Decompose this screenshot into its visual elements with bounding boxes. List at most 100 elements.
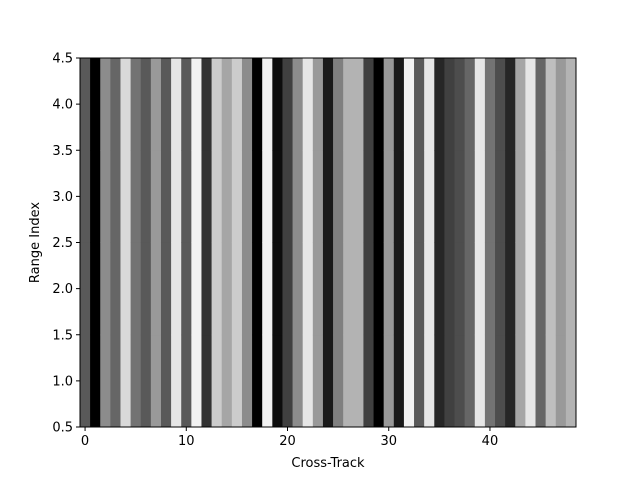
heatmap-cell [90, 242, 101, 336]
heatmap-cell [80, 334, 91, 428]
heatmap-cell [160, 334, 172, 428]
heatmap-cell [424, 242, 435, 336]
heatmap-cell [241, 150, 253, 243]
heatmap-cell [171, 334, 182, 428]
heatmap-cell [363, 242, 374, 336]
heatmap-cell [90, 150, 101, 243]
heatmap-cell [130, 242, 142, 336]
heatmap-cell [474, 150, 486, 243]
heatmap-cell [383, 150, 395, 243]
heatmap-cell [120, 58, 132, 151]
heatmap-cell [100, 334, 111, 428]
heatmap-cell [545, 334, 557, 428]
heatmap-cell [454, 334, 466, 428]
heatmap-cell [160, 150, 172, 243]
heatmap-cell [414, 58, 425, 151]
heatmap-cell [110, 242, 121, 336]
heatmap-cell [211, 58, 223, 151]
heatmap-cell [221, 334, 233, 428]
heatmap-cell [515, 150, 526, 243]
x-tick-label: 30 [380, 434, 397, 449]
heatmap-cell [150, 150, 162, 243]
y-tick-label: 0.5 [52, 421, 73, 436]
heatmap-cell [393, 242, 405, 336]
heatmap-cell [191, 58, 202, 151]
heatmap-cell [434, 58, 445, 151]
heatmap-cell [525, 150, 536, 243]
heatmap-cell [454, 150, 466, 243]
heatmap-cell [171, 150, 182, 243]
heatmap-cell [292, 58, 304, 151]
heatmap-cell [100, 150, 111, 243]
heatmap-cell [191, 242, 202, 336]
heatmap-cell [120, 150, 132, 243]
heatmap-cell [545, 58, 557, 151]
heatmap-cell [241, 242, 253, 336]
heatmap-cell [201, 150, 212, 243]
heatmap-cell [181, 242, 192, 336]
heatmap-cell [80, 150, 91, 243]
heatmap-cell [403, 242, 415, 336]
x-tick-label: 40 [482, 434, 499, 449]
heatmap-cell [171, 58, 182, 151]
heatmap-cell [373, 58, 385, 151]
heatmap-cell [545, 150, 557, 243]
heatmap-cell [211, 150, 223, 243]
x-tick-label: 0 [81, 434, 89, 449]
heatmap-cell [525, 58, 536, 151]
heatmap-cell [252, 150, 263, 243]
heatmap-cell [80, 58, 91, 151]
heatmap-cell [495, 334, 506, 428]
heatmap-cells [80, 58, 577, 428]
heatmap-cell [403, 58, 415, 151]
heatmap-cell [474, 58, 486, 151]
heatmap-cell [373, 150, 385, 243]
heatmap-cell [393, 334, 405, 428]
heatmap-cell [312, 334, 324, 428]
heatmap-cell [333, 334, 344, 428]
heatmap-cell [322, 150, 334, 243]
heatmap-cell [252, 334, 263, 428]
heatmap-cell [333, 150, 344, 243]
heatmap-cell [484, 58, 496, 151]
heatmap-cell [565, 150, 577, 243]
heatmap-cell [464, 150, 476, 243]
heatmap-cell [505, 242, 516, 336]
heatmap-cell [535, 242, 547, 336]
heatmap-cell [505, 334, 516, 428]
heatmap-cell [241, 58, 253, 151]
heatmap-cell [282, 242, 293, 336]
heatmap-cell [343, 334, 354, 428]
y-tick-label: 3.5 [52, 144, 73, 159]
heatmap-cell [555, 150, 567, 243]
heatmap-cell [444, 150, 455, 243]
heatmap-cell [424, 334, 435, 428]
heatmap-cell [333, 58, 344, 151]
heatmap-cell [231, 58, 243, 151]
heatmap-cell [292, 150, 304, 243]
heatmap-cell [282, 150, 293, 243]
heatmap-cell [221, 58, 233, 151]
heatmap-cell [322, 242, 334, 336]
heatmap-cell [160, 58, 172, 151]
heatmap-cell [262, 150, 273, 243]
heatmap-cell [383, 334, 395, 428]
y-tick-label: 1.5 [52, 328, 73, 343]
heatmap-cell [373, 242, 385, 336]
heatmap-cell [444, 242, 455, 336]
heatmap-cell [110, 150, 121, 243]
heatmap-cell [90, 58, 101, 151]
x-tick-label: 10 [178, 434, 195, 449]
heatmap-cell [434, 150, 445, 243]
heatmap-cell [343, 150, 354, 243]
heatmap-cell [515, 242, 526, 336]
heatmap-cell [363, 334, 374, 428]
heatmap-cell [545, 242, 557, 336]
heatmap-cell [484, 242, 496, 336]
heatmap-cell [555, 58, 567, 151]
y-tick-label: 4.5 [52, 52, 73, 67]
heatmap-cell [150, 58, 162, 151]
heatmap-cell [130, 58, 142, 151]
heatmap-cell [353, 242, 364, 336]
